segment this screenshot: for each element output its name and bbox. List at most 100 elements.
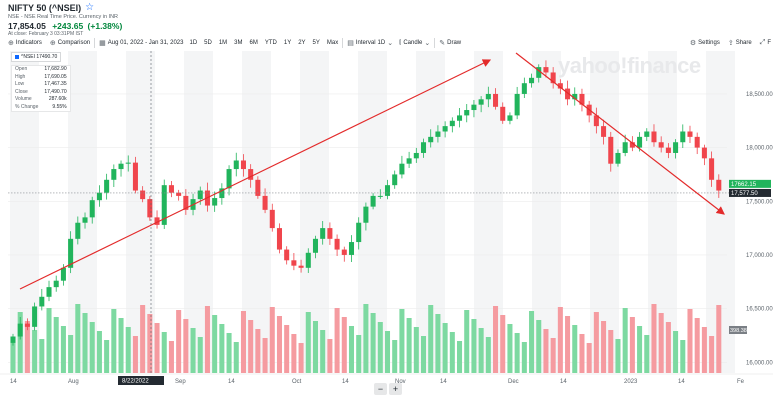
volume-bar	[579, 334, 585, 373]
volume-bar	[485, 337, 491, 373]
current-price: 17,854.05	[8, 21, 46, 31]
candle-body	[348, 242, 355, 255]
range-1m[interactable]: 1M	[218, 40, 228, 46]
interval-dropdown[interactable]: ▤ Interval 1D ⌄	[347, 39, 393, 47]
candle-body	[644, 131, 650, 137]
ohlc-value: 17,690.05	[44, 73, 67, 80]
volume-bar	[507, 324, 513, 373]
candle-body	[39, 296, 45, 307]
volume-bar	[327, 339, 333, 373]
candle-body	[168, 185, 174, 193]
candle-body	[493, 93, 499, 107]
chevron-down-icon: ⌄	[424, 40, 431, 47]
volume-bar	[550, 338, 556, 373]
candle-body	[284, 249, 290, 261]
volume-bar	[428, 305, 434, 373]
zoom-in-button[interactable]: +	[389, 383, 402, 395]
volume-bar	[716, 305, 722, 373]
indicators-button[interactable]: ⊕ Indicators	[8, 39, 42, 47]
candle-body	[687, 131, 693, 137]
volume-bar	[320, 330, 326, 373]
star-icon[interactable]: ☆	[85, 2, 95, 13]
range-2y[interactable]: 2Y	[298, 40, 306, 46]
volume-bar	[586, 343, 592, 373]
candle-body	[161, 185, 167, 225]
y-tick-label: 17,000.00	[746, 253, 773, 259]
volume-bar	[629, 317, 635, 373]
page-title: NIFTY 50 (^NSEI)	[8, 2, 82, 13]
range-5y[interactable]: 5Y	[312, 40, 320, 46]
chart-type-dropdown[interactable]: ⫾ Candle ⌄	[399, 39, 430, 47]
volume-bar	[615, 339, 621, 373]
candle-body	[276, 228, 282, 250]
volume-bar	[269, 307, 275, 373]
range-buttons: 1D 5D 1M 3M 6M YTD 1Y 2Y 5Y Max	[189, 40, 338, 46]
candle-body	[428, 136, 434, 143]
range-5d[interactable]: 5D	[204, 40, 212, 46]
candle-body	[593, 115, 599, 127]
ohlc-table: Open 17,682.90 High 17,690.05 Low 17,467.35…	[11, 65, 71, 112]
fullscreen-button[interactable]: ⤢ F	[760, 39, 771, 47]
volume-bar	[233, 342, 239, 373]
y-tick-label: 16,000.00	[746, 360, 773, 366]
comparison-button[interactable]: ⊕ Comparison	[50, 39, 90, 47]
volume-bar	[334, 308, 340, 373]
share-button[interactable]: ⇪ Share	[728, 39, 752, 47]
candlestick-chart[interactable]: 18,500.00 18,000.00 17,500.00 17,000.00 16,5…	[0, 51, 773, 415]
draw-button[interactable]: ✎ Draw	[439, 39, 461, 47]
candle-body	[125, 162, 131, 164]
candle-body	[118, 163, 124, 170]
x-tick-label: 14	[10, 379, 17, 385]
x-tick-label: 14	[342, 379, 349, 385]
volume-bar	[212, 315, 218, 373]
volume-bar	[673, 331, 679, 373]
share-label: Share	[735, 40, 752, 46]
y-tick-label: 16,500.00	[746, 307, 773, 313]
volume-bar	[593, 312, 599, 373]
range-1y[interactable]: 1Y	[283, 40, 292, 46]
volume-bar	[356, 335, 362, 373]
candle-body	[233, 160, 239, 170]
candle-body	[17, 323, 23, 337]
candle-body	[46, 287, 52, 297]
volume-bar	[665, 322, 671, 373]
candle-body	[68, 238, 74, 268]
candle-body	[449, 120, 455, 127]
volume-bar	[96, 331, 102, 373]
settings-button[interactable]: ⚙ Settings	[690, 39, 720, 47]
x-tick-label: Aug	[68, 379, 79, 385]
candle-body	[478, 99, 484, 105]
candle-body	[176, 192, 182, 196]
candle-body	[89, 200, 95, 218]
candle-body	[363, 206, 369, 223]
crosshair-date-label: 8/22/2022	[122, 379, 149, 385]
date-range-button[interactable]: ▦ Aug 01, 2022 - Jan 31, 2023	[99, 39, 183, 47]
volume-bar	[500, 315, 506, 373]
range-max[interactable]: Max	[326, 40, 339, 46]
candle-body	[226, 169, 232, 189]
candle-body	[442, 126, 448, 132]
candle-body	[320, 228, 326, 239]
symbol-chip[interactable]: ^NSEI 17490.70	[11, 52, 62, 62]
indicators-icon: ⊕	[8, 40, 14, 47]
y-tick-label: 18,500.00	[746, 92, 773, 98]
candle-body	[543, 67, 549, 73]
candle-body	[334, 238, 340, 250]
x-tick-label: 14	[228, 379, 235, 385]
volume-bar	[392, 340, 398, 373]
zoom-out-button[interactable]: −	[374, 383, 387, 395]
range-3m[interactable]: 3M	[234, 40, 243, 46]
range-1d[interactable]: 1D	[189, 40, 198, 46]
interval-icon: ▤	[347, 40, 354, 47]
range-6m[interactable]: 6M	[249, 40, 258, 46]
volume-bar	[658, 313, 664, 373]
candle-body	[212, 198, 218, 206]
volume-bar	[543, 329, 549, 373]
series-color-swatch	[15, 55, 19, 59]
volume-bar	[17, 312, 23, 373]
volume-tag	[729, 326, 747, 334]
chevron-down-icon: ⌄	[387, 40, 394, 47]
price-tag	[729, 188, 771, 197]
price-tag	[729, 179, 771, 188]
range-ytd[interactable]: YTD	[264, 40, 277, 46]
